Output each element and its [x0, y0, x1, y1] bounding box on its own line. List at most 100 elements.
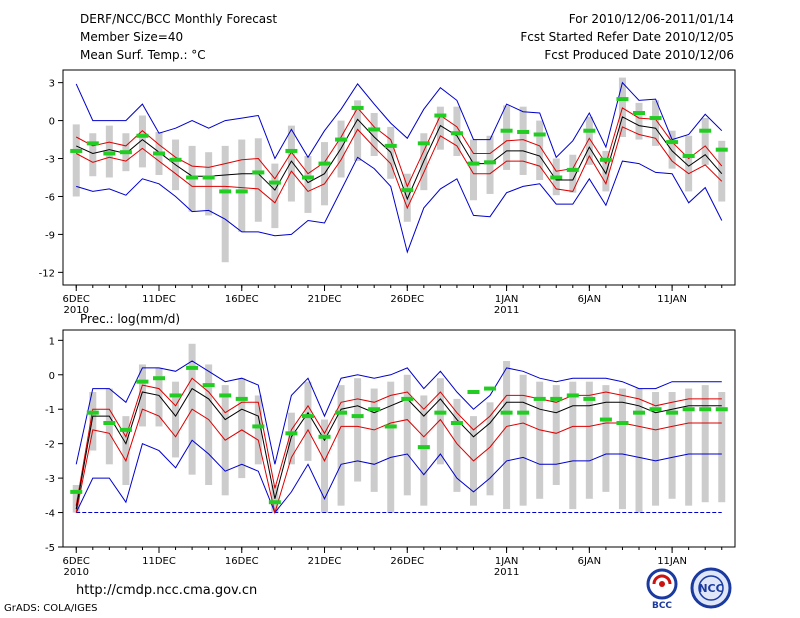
observed-marker: [401, 396, 414, 401]
member-range-bar: [536, 120, 544, 181]
member-range-bar: [652, 392, 660, 506]
member-range-bar: [585, 381, 593, 499]
member-range-bar: [72, 124, 80, 197]
observed-marker: [285, 148, 298, 153]
member-range-bar: [486, 135, 494, 194]
x-tick-label: 21DEC: [308, 294, 342, 305]
series-ensemble-max: [75, 360, 722, 465]
member-range-bar: [519, 374, 527, 506]
series-ensemble-max: [75, 81, 723, 160]
member-range-bar: [89, 392, 97, 451]
observed-marker: [136, 379, 149, 384]
member-range-bar: [354, 378, 362, 482]
member-range-bar: [387, 381, 395, 513]
observed-marker: [566, 167, 579, 172]
member-range-bar: [569, 154, 577, 193]
observed-marker: [103, 421, 116, 425]
series-ensemble-min: [75, 439, 722, 514]
observed-marker: [599, 417, 612, 422]
member-range-bar: [469, 139, 477, 201]
observed-marker: [86, 141, 99, 146]
observed-marker: [136, 133, 149, 138]
observed-marker: [599, 157, 612, 162]
observed-marker: [450, 421, 463, 425]
observed-marker: [583, 396, 596, 401]
y-tick-label: 1: [49, 336, 55, 347]
observed-marker: [682, 154, 695, 158]
member-range-bar: [453, 398, 461, 492]
observed-marker: [434, 113, 447, 118]
member-range-bar: [436, 378, 444, 465]
observed-marker: [235, 189, 248, 194]
ncc-logo-text: NCC: [698, 582, 723, 595]
member-range-bar: [254, 395, 262, 465]
member-range-bar: [155, 367, 163, 427]
member-range-bar: [72, 485, 80, 513]
observed-marker: [169, 393, 182, 398]
grads-credit: GrADS: COLA/IGES: [4, 603, 98, 614]
x-tick-year: 2011: [494, 567, 519, 578]
member-range-bar: [519, 106, 527, 175]
observed-marker: [186, 365, 199, 370]
member-range-bar: [618, 388, 626, 510]
observed-marker: [417, 445, 430, 450]
observed-marker: [484, 386, 497, 391]
observed-marker: [219, 393, 232, 398]
observed-marker: [153, 151, 165, 156]
observed-marker: [517, 129, 530, 134]
y-tick-label: -6: [45, 192, 55, 203]
observed-marker: [500, 410, 513, 415]
series-ensemble-mean: [75, 387, 722, 510]
series-upper-spread: [75, 107, 723, 188]
x-tick-year: 2011: [494, 305, 519, 316]
member-range-bar: [205, 152, 213, 216]
member-range-bar: [354, 100, 362, 162]
observed-marker: [351, 105, 364, 110]
member-range-bar: [287, 125, 295, 202]
observed-marker: [301, 175, 314, 180]
member-range-bar: [420, 395, 428, 506]
observed-marker: [70, 489, 83, 494]
observed-marker: [666, 410, 679, 415]
x-tick-label: 16DEC: [225, 556, 259, 567]
member-range-bar: [89, 133, 97, 177]
observed-marker: [616, 421, 629, 425]
member-range-bar: [602, 150, 610, 192]
observed-marker: [517, 410, 530, 415]
x-tick-label: 16DEC: [225, 294, 259, 305]
precip-variable-label: Prec.: log(mm/d): [80, 312, 181, 326]
y-tick-label: 0: [49, 371, 55, 382]
variable-label: Mean Surf. Temp.: °C: [80, 48, 206, 62]
observed-marker: [301, 414, 314, 419]
member-range-bar: [668, 392, 676, 499]
y-tick-label: -2: [45, 440, 55, 451]
observed-marker: [583, 128, 596, 133]
observed-marker: [285, 431, 298, 436]
member-range-bar: [536, 381, 544, 499]
member-range-bar: [552, 385, 560, 485]
member-range-bar: [138, 364, 146, 427]
member-range-bar: [238, 139, 246, 232]
observed-marker: [715, 147, 728, 152]
observed-marker: [268, 180, 281, 185]
member-range-bar: [337, 385, 345, 506]
observed-marker: [417, 141, 430, 146]
member-range-bar: [138, 115, 146, 168]
plot-frame: [62, 329, 736, 548]
series-upper-spread: [75, 377, 722, 506]
member-range-bar: [701, 385, 709, 503]
member-range-bar: [718, 140, 726, 202]
x-tick-label: 21DEC: [308, 556, 342, 567]
x-tick-label: 26DEC: [390, 294, 424, 305]
observed-marker: [202, 175, 215, 180]
member-range-bar: [436, 106, 444, 150]
observed-marker: [368, 407, 381, 412]
source-url[interactable]: http://cmdp.ncc.cma.gov.cn: [76, 583, 258, 598]
member-range-bar: [105, 388, 113, 465]
observed-marker: [384, 424, 397, 429]
observed-marker: [450, 131, 463, 136]
x-tick-label: 6JAN: [578, 556, 601, 567]
member-range-bar: [602, 385, 610, 492]
observed-marker: [484, 160, 497, 165]
